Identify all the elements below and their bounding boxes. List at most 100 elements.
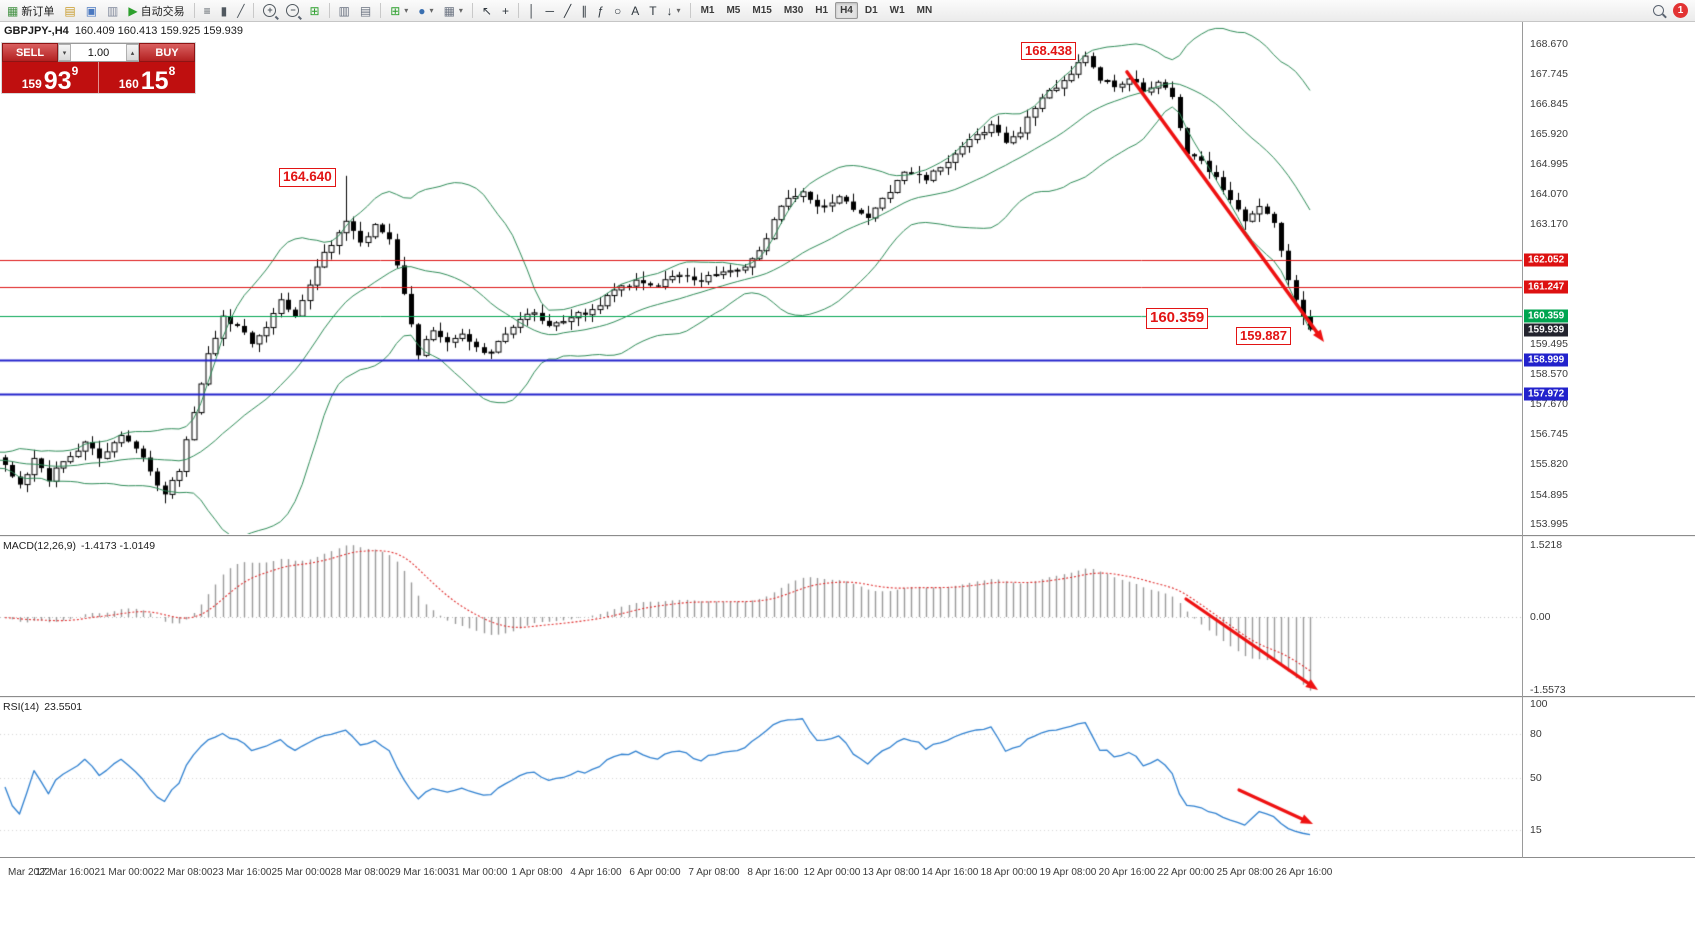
data-window-button[interactable]: ▤ bbox=[356, 1, 375, 21]
shapes-tool-icon: ○ bbox=[613, 3, 622, 18]
search-icon[interactable] bbox=[1653, 5, 1664, 16]
new-chart-icon: ⊞ bbox=[390, 3, 401, 18]
price-line-badge: 160.359 bbox=[1524, 309, 1569, 323]
price-axis-label: 167.745 bbox=[1530, 68, 1568, 81]
buy-price-pips: 15 bbox=[140, 66, 169, 95]
templates-icon: ▦ bbox=[443, 3, 455, 18]
chart-ohlc-values: 160.409 160.413 159.925 159.939 bbox=[74, 25, 244, 37]
templates-button[interactable]: ▦ ▾ bbox=[440, 1, 467, 21]
chart-symbol-ohlc-line: GBPJPY-,H4 160.409 160.413 159.925 159.93… bbox=[4, 25, 243, 37]
timeframe-button-m30[interactable]: M30 bbox=[783, 5, 804, 16]
toolbar-separator bbox=[689, 3, 691, 18]
time-axis-label: 31 Mar 00:00 bbox=[448, 867, 508, 878]
bar-chart-type-button[interactable]: ≡ bbox=[200, 1, 215, 21]
strategy-tester-button[interactable]: ▥ bbox=[103, 1, 122, 21]
arrows-tool-icon: ↓ bbox=[666, 3, 673, 18]
macd-name: MACD(12,26,9) bbox=[3, 540, 76, 552]
buy-price-display[interactable]: 160 15 8 bbox=[99, 62, 195, 93]
profiles-button[interactable]: ● ▾ bbox=[414, 1, 437, 21]
timeframe-button-h1[interactable]: H1 bbox=[815, 5, 829, 16]
vertical-line-tool-button[interactable]: │ bbox=[524, 1, 540, 21]
timeframe-button-m5[interactable]: M5 bbox=[726, 5, 741, 16]
notification-badge[interactable]: 1 bbox=[1673, 3, 1688, 18]
time-axis-label: 28 Mar 08:00 bbox=[330, 867, 390, 878]
crosshair-tool-button[interactable]: + bbox=[498, 1, 513, 21]
data-window-icon: ▤ bbox=[359, 3, 372, 18]
macd-rsi-panel-separator[interactable] bbox=[0, 696, 1695, 698]
sell-price-display[interactable]: 159 93 9 bbox=[2, 62, 99, 93]
shapes-tool-button[interactable]: ○ bbox=[610, 1, 625, 21]
depth-of-market-button[interactable]: ▤ bbox=[60, 1, 79, 21]
price-line-badge: 161.247 bbox=[1524, 280, 1569, 294]
price-axis[interactable]: 168.670 167.745 166.845 165.920 164.995 164.0… bbox=[1522, 22, 1695, 858]
sell-button[interactable]: SELL bbox=[2, 43, 58, 62]
timeframe-button-m15[interactable]: M15 bbox=[752, 5, 772, 16]
terminal-button[interactable]: ▣ bbox=[82, 1, 101, 21]
rsi-name: RSI(14) bbox=[3, 701, 40, 713]
time-axis[interactable]: Mar 2022 17 Mar 16:00 21 Mar 00:00 22 Mar 0… bbox=[0, 858, 1695, 945]
main-macd-panel-separator[interactable] bbox=[0, 535, 1695, 537]
strategy-tester-icon: ▥ bbox=[107, 3, 119, 18]
new-order-button[interactable]: ▦ 新订单 bbox=[3, 1, 58, 21]
price-annotation[interactable]: 159.887 bbox=[1236, 327, 1291, 346]
depth-of-market-icon: ▤ bbox=[64, 3, 76, 18]
zoom-out-icon: − bbox=[286, 4, 300, 17]
price-annotation[interactable]: 168.438 bbox=[1021, 42, 1076, 61]
one-click-trading-panel: SELL ▾ 1.00 ▴ BUY 159 93 9 160 15 8 bbox=[2, 43, 195, 93]
timeframe-button-h4[interactable]: H4 bbox=[835, 2, 858, 19]
volume-input[interactable]: 1.00 bbox=[87, 46, 110, 59]
toolbar-right: 1 bbox=[1653, 3, 1695, 18]
time-axis-label: 6 Apr 00:00 bbox=[629, 867, 681, 878]
line-chart-type-button[interactable]: ╱ bbox=[233, 1, 248, 21]
time-axis-label: 18 Apr 00:00 bbox=[980, 867, 1038, 878]
sell-price-point: 9 bbox=[71, 64, 79, 78]
zoom-out-button[interactable]: − bbox=[282, 1, 303, 21]
fibonacci-tool-button[interactable]: ƒ bbox=[593, 1, 608, 21]
chart-symbol: GBPJPY-,H4 bbox=[4, 25, 69, 37]
crosshair-tool-icon: + bbox=[501, 3, 509, 18]
dropdown-caret-icon: ▾ bbox=[676, 6, 681, 15]
timeframe-button-m1[interactable]: M1 bbox=[700, 5, 715, 16]
horizontal-line-tool-button[interactable]: ─ bbox=[542, 1, 559, 21]
cursor-tool-button[interactable]: ↖ bbox=[478, 1, 496, 21]
volume-decrease-button[interactable]: ▾ bbox=[58, 44, 71, 61]
arrows-tool-button[interactable]: ↓ ▾ bbox=[663, 1, 685, 21]
time-axis-label: 25 Apr 08:00 bbox=[1216, 867, 1274, 878]
timeframe-button-d1[interactable]: D1 bbox=[864, 5, 878, 16]
price-axis-label: 166.845 bbox=[1530, 97, 1568, 110]
zoom-in-button[interactable]: + bbox=[259, 1, 280, 21]
price-axis-label: 153.995 bbox=[1530, 517, 1568, 530]
price-annotation[interactable]: 160.359 bbox=[1146, 308, 1209, 329]
new-chart-button[interactable]: ⊞ ▾ bbox=[386, 1, 412, 21]
price-axis-label: 157.670 bbox=[1530, 397, 1568, 410]
timeframe-button-mn[interactable]: MN bbox=[916, 5, 933, 16]
toolbar-separator bbox=[193, 3, 195, 18]
rsi-scale-label: 15 bbox=[1530, 823, 1542, 836]
macd-scale-label: -1.5573 bbox=[1530, 684, 1566, 696]
text-label-tool-icon: T bbox=[649, 3, 657, 18]
terminal-icon: ▣ bbox=[85, 3, 98, 18]
text-tool-button[interactable]: A bbox=[627, 1, 643, 21]
candlestick-chart-type-button[interactable]: ▮ bbox=[217, 1, 232, 21]
price-annotation[interactable]: 164.640 bbox=[279, 168, 336, 187]
trendline-tool-button[interactable]: ╱ bbox=[560, 1, 575, 21]
volume-field: ▾ 1.00 ▴ bbox=[58, 43, 139, 62]
price-axis-label: 155.820 bbox=[1530, 458, 1568, 471]
rsi-indicator-label: RSI(14) 23.5501 bbox=[3, 701, 82, 713]
time-axis-label: 22 Apr 00:00 bbox=[1157, 867, 1215, 878]
text-label-tool-button[interactable]: T bbox=[645, 1, 660, 21]
time-axis-label: 1 Apr 08:00 bbox=[511, 867, 563, 878]
toolbar-separator bbox=[518, 3, 519, 18]
tile-windows-button[interactable]: ⊞ bbox=[305, 1, 323, 21]
autotrading-button[interactable]: ▶ 自动交易 bbox=[124, 1, 188, 21]
price-axis-label: 164.070 bbox=[1530, 188, 1568, 201]
navigator-button[interactable]: ▥ bbox=[335, 1, 354, 21]
macd-scale-label: 1.5218 bbox=[1530, 539, 1563, 551]
volume-increase-button[interactable]: ▴ bbox=[126, 44, 139, 61]
price-line-badge: 157.972 bbox=[1524, 387, 1569, 401]
rsi-scale-label: 100 bbox=[1530, 698, 1548, 710]
buy-button[interactable]: BUY bbox=[139, 43, 195, 62]
timeframe-button-w1[interactable]: W1 bbox=[889, 5, 905, 16]
equidistant-channel-tool-button[interactable]: ∥ bbox=[577, 1, 591, 21]
